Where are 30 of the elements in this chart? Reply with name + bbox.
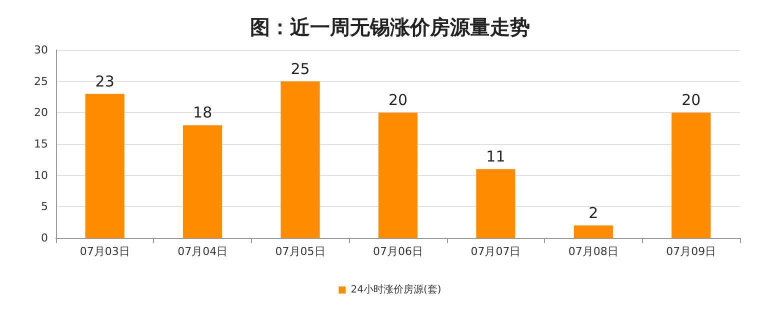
bar bbox=[672, 112, 711, 238]
x-tick-label: 07月07日 bbox=[470, 245, 521, 258]
y-tick-label: 20 bbox=[34, 106, 48, 120]
x-tick-label: 07月04日 bbox=[178, 245, 228, 258]
bar bbox=[280, 81, 320, 238]
y-tick-label: 15 bbox=[34, 138, 48, 150]
y-tick-label: 30 bbox=[34, 44, 48, 56]
x-tick-label: 07月08日 bbox=[568, 245, 618, 258]
bar bbox=[378, 112, 418, 238]
data-label: 23 bbox=[95, 72, 114, 90]
x-tick-label: 07月03日 bbox=[80, 245, 130, 258]
bar bbox=[574, 225, 613, 238]
data-label: 11 bbox=[486, 148, 506, 166]
x-tick-label: 07月09日 bbox=[666, 245, 716, 258]
y-tick-label: 5 bbox=[41, 200, 48, 214]
legend-label: 24小时涨价房源(套) bbox=[350, 284, 442, 296]
data-label: 18 bbox=[193, 104, 212, 122]
data-label: 25 bbox=[290, 60, 310, 78]
chart-title: 图：近一周无锡涨价房源量走势 bbox=[250, 15, 530, 39]
y-tick-label: 10 bbox=[34, 168, 48, 182]
data-label: 2 bbox=[588, 204, 598, 222]
bar bbox=[183, 125, 222, 238]
data-label: 20 bbox=[682, 91, 701, 110]
x-tick-label: 07月06日 bbox=[373, 245, 423, 258]
bar bbox=[85, 94, 124, 238]
data-label: 20 bbox=[388, 91, 408, 110]
bar bbox=[476, 169, 516, 238]
x-tick-label: 07月05日 bbox=[275, 245, 326, 258]
y-tick-label: 0 bbox=[41, 232, 48, 244]
y-tick-label: 25 bbox=[34, 74, 48, 88]
